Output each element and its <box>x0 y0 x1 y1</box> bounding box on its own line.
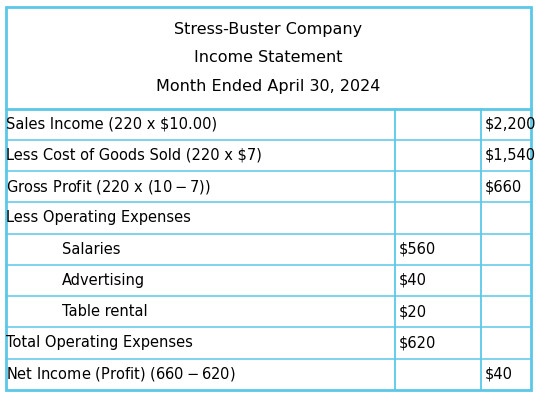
Text: Less Operating Expenses: Less Operating Expenses <box>6 210 191 225</box>
Text: Advertising: Advertising <box>62 273 145 288</box>
Text: $2,200: $2,200 <box>485 117 536 132</box>
Text: Stress-Buster Company: Stress-Buster Company <box>175 22 362 37</box>
Text: Gross Profit (220 x ($10 - $7)): Gross Profit (220 x ($10 - $7)) <box>6 178 211 196</box>
Text: $620: $620 <box>399 335 437 351</box>
Text: $40: $40 <box>399 273 427 288</box>
Text: Net Income (Profit) ($660 - $620): Net Income (Profit) ($660 - $620) <box>6 365 236 383</box>
Text: Less Cost of Goods Sold (220 x $7): Less Cost of Goods Sold (220 x $7) <box>6 148 262 163</box>
Text: Month Ended April 30, 2024: Month Ended April 30, 2024 <box>156 79 381 94</box>
Text: $560: $560 <box>399 242 436 257</box>
Text: Table rental: Table rental <box>62 304 147 319</box>
Text: $20: $20 <box>399 304 427 319</box>
Text: Sales Income (220 x $10.00): Sales Income (220 x $10.00) <box>6 117 217 132</box>
Text: $660: $660 <box>485 179 522 194</box>
Text: Income Statement: Income Statement <box>194 50 343 66</box>
Text: $1,540: $1,540 <box>485 148 536 163</box>
Text: Salaries: Salaries <box>62 242 120 257</box>
Text: Total Operating Expenses: Total Operating Expenses <box>6 335 193 351</box>
Text: $40: $40 <box>485 367 513 382</box>
